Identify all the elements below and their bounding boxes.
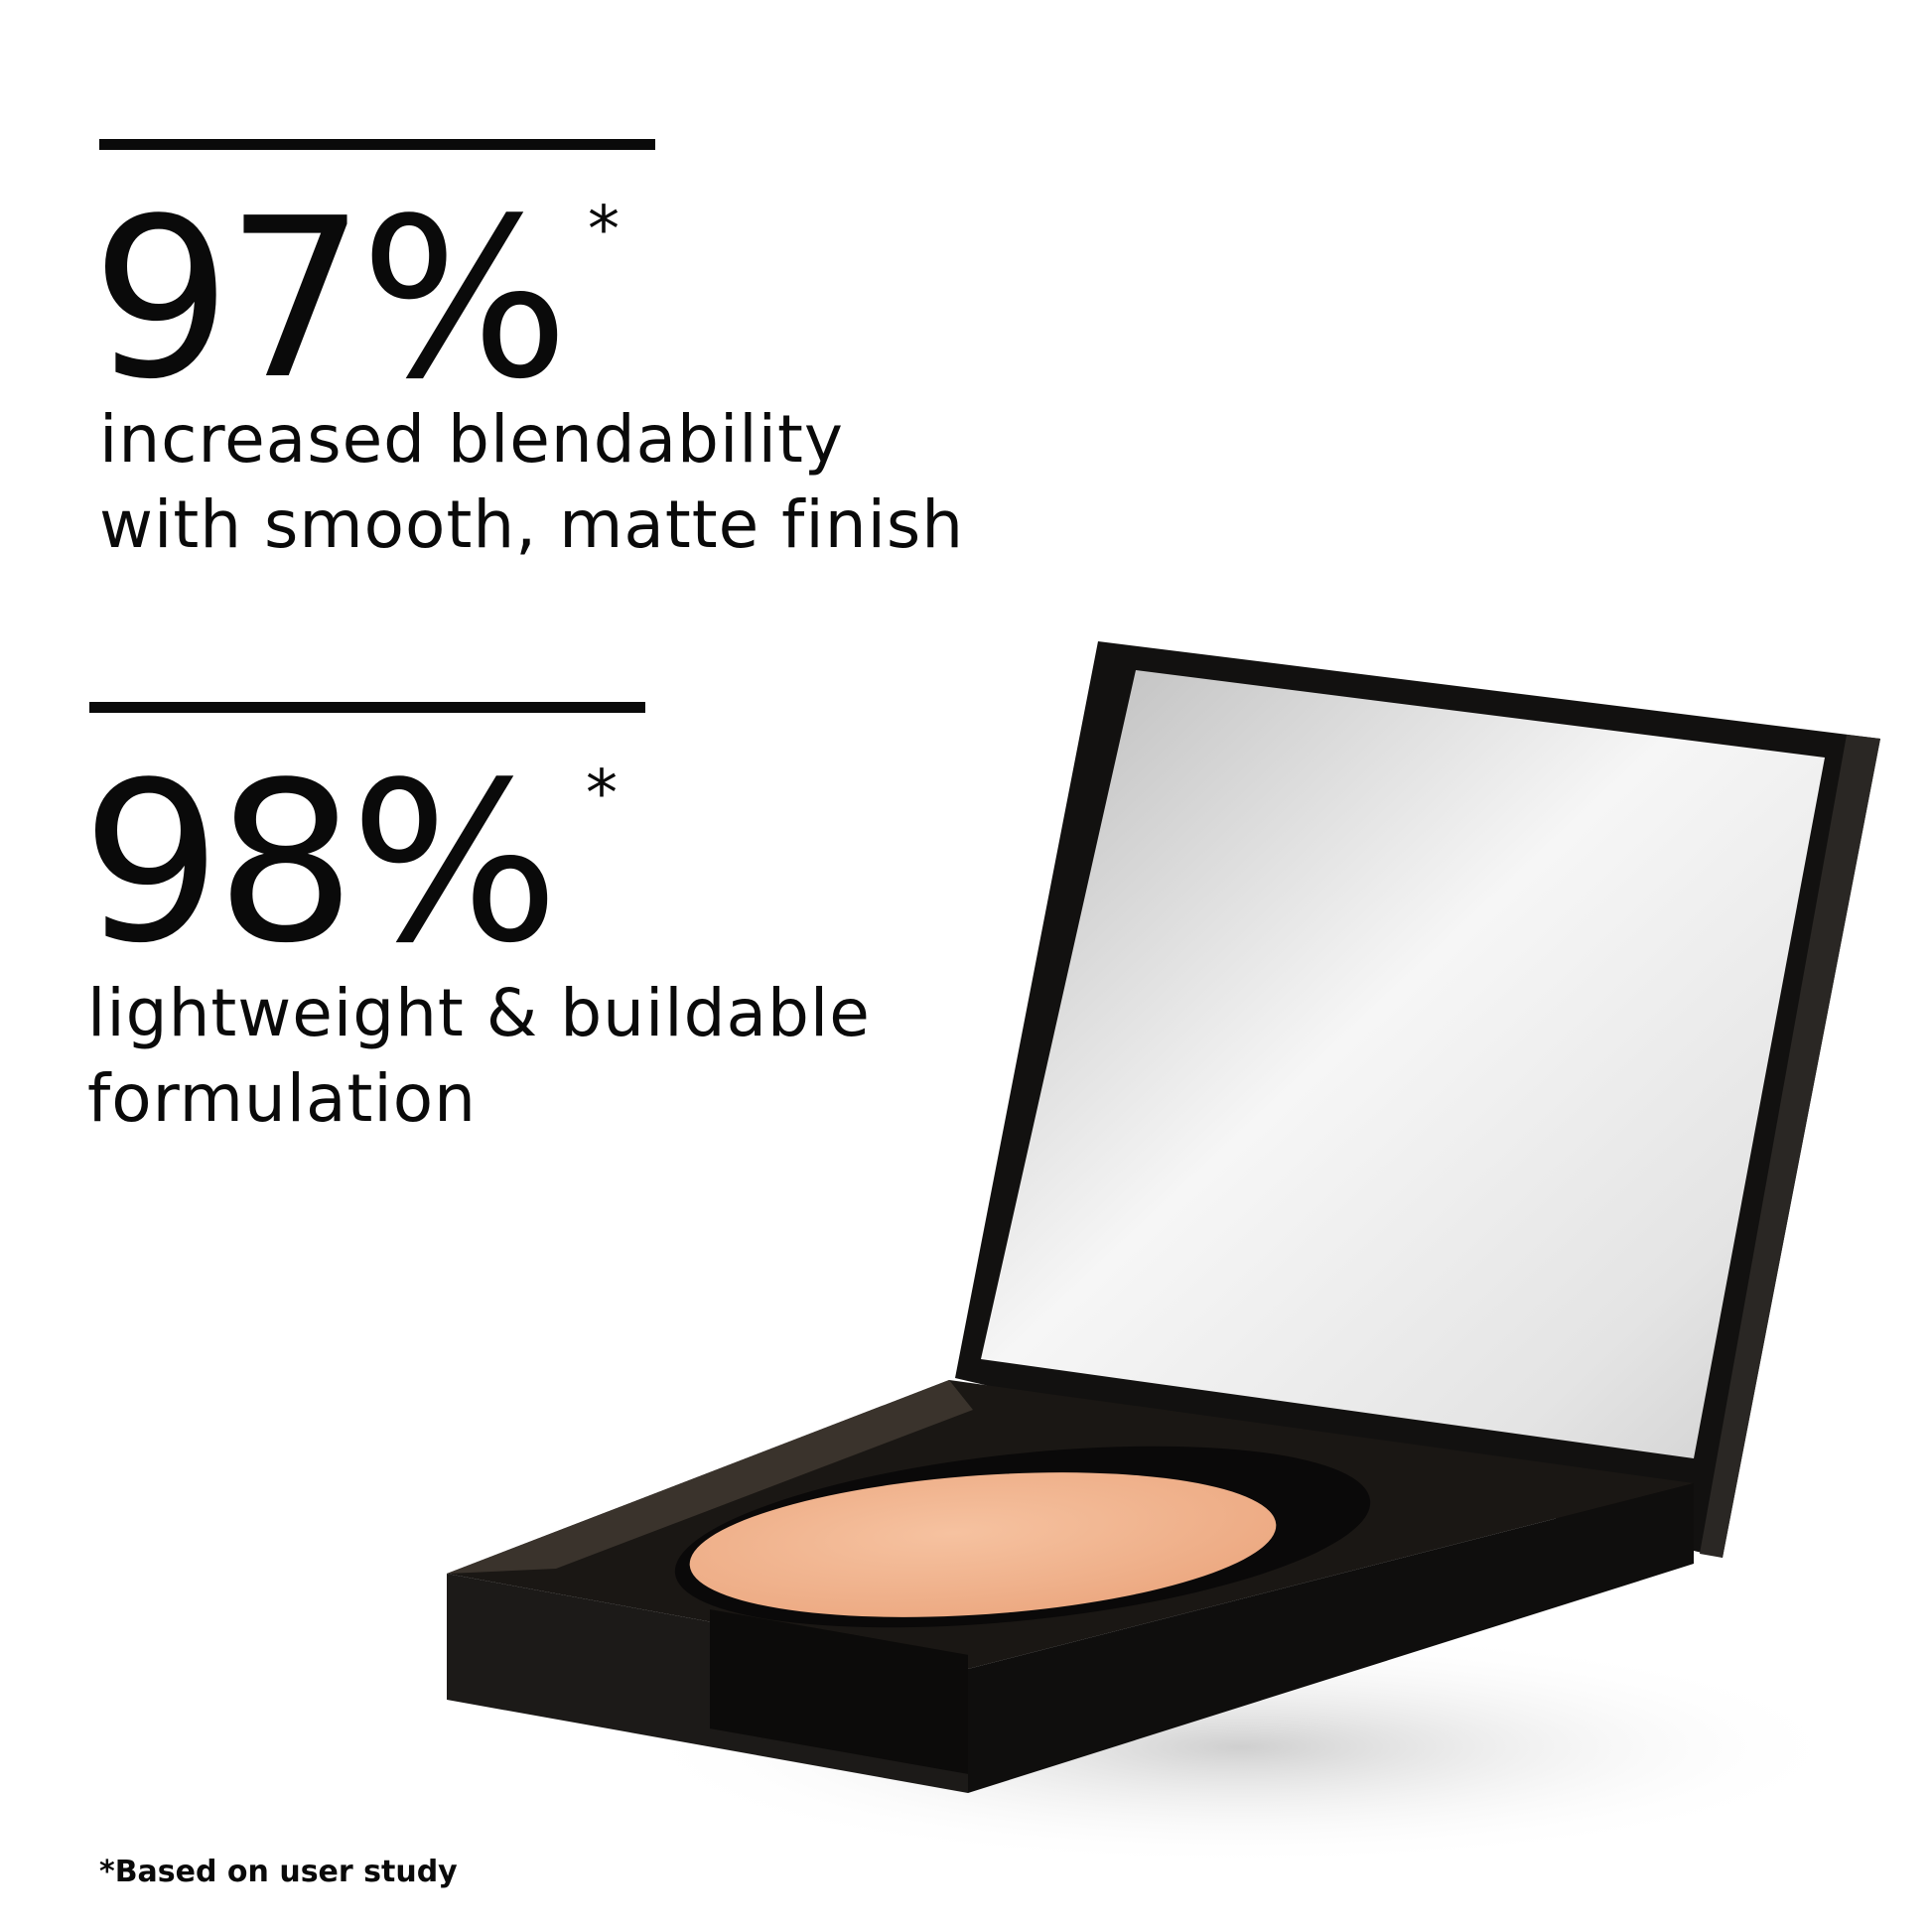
stat-asterisk: * [586,758,618,831]
mirror [981,670,1825,1458]
divider-middle [89,702,645,713]
stat-value-lightweight: 98% [81,736,559,992]
base-side [968,1483,1694,1793]
lid-edge [1700,735,1880,1558]
divider-top [99,139,655,150]
base-top-highlight [447,1380,973,1574]
stat-desc-line1: increased blendability [99,401,844,478]
stat-desc-line2: with smooth, matte finish [99,486,965,563]
clasp [710,1609,968,1774]
stat-asterisk: * [588,194,620,267]
footnote: *Based on user study [99,1855,458,1889]
stat-desc-line2: formulation [87,1060,477,1137]
stat-value-blendability: 97% [91,172,569,428]
powder [689,1472,1277,1617]
stat-desc-line1: lightweight & buildable [87,975,871,1051]
